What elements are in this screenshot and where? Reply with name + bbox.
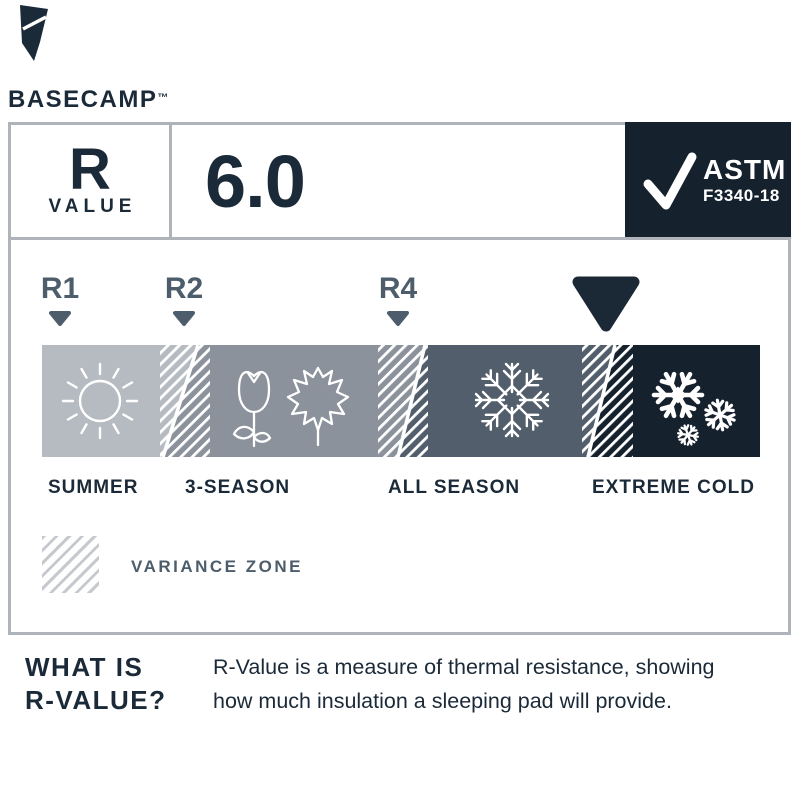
marker-label: R1 xyxy=(40,272,80,305)
marker-label: R4 xyxy=(378,272,418,305)
marker-arrow-icon xyxy=(387,311,409,326)
season-scale-strip xyxy=(42,345,760,457)
snowflake-outline-icon xyxy=(474,362,550,438)
tulip-icon xyxy=(232,371,272,448)
footer-description-line1: R-Value is a measure of thermal resistan… xyxy=(213,655,715,679)
marker-arrow-icon xyxy=(49,311,71,326)
brand-pennant-icon xyxy=(20,5,48,61)
maple-leaf-icon xyxy=(286,366,350,447)
sun-icon xyxy=(61,362,139,440)
value-word: VALUE xyxy=(48,195,137,217)
brand-name: BASECAMP™ xyxy=(8,86,168,114)
footer-heading-line2: R-VALUE? xyxy=(25,685,167,715)
marker-arrow-icon xyxy=(173,311,195,326)
scale-marker-r4: R4 xyxy=(358,274,438,327)
astm-text-block: ASTM F3340-18 xyxy=(703,153,787,205)
brand-name-text: BASECAMP xyxy=(8,86,158,113)
r-value-number: 6.0 xyxy=(205,139,306,223)
trademark-symbol: ™ xyxy=(157,92,169,104)
band-label-summer: SUMMER xyxy=(48,477,139,498)
variance-zone-3 xyxy=(582,345,633,457)
variance-zone-swatch-icon xyxy=(42,536,99,593)
scale-marker-r1: R1 xyxy=(20,274,100,327)
band-label-3season: 3-SEASON xyxy=(185,477,291,498)
current-rating-pointer-icon xyxy=(572,276,640,332)
footer-heading: WHAT IS R-VALUE? xyxy=(25,651,167,717)
variance-zone-label: VARIANCE ZONE xyxy=(131,557,303,576)
r-letter: R xyxy=(69,137,111,203)
band-label-allseason: ALL SEASON xyxy=(388,477,521,498)
marker-label: R2 xyxy=(164,272,204,305)
band-label-extremecold: EXTREME COLD xyxy=(592,477,755,498)
footer-description-line2: how much insulation a sleeping pad will … xyxy=(213,689,672,713)
variance-zone-2 xyxy=(378,345,428,457)
r-value-unit-cell: R VALUE xyxy=(11,125,169,237)
vertical-divider xyxy=(169,125,172,237)
astm-certification-badge: ASTM F3340-18 xyxy=(625,122,791,237)
astm-org-label: ASTM xyxy=(703,153,787,185)
band-summer xyxy=(42,345,163,457)
scale-marker-r2: R2 xyxy=(144,274,224,327)
band-allseason xyxy=(425,345,585,457)
snowflake-large-icon xyxy=(654,371,702,420)
footer-description: R-Value is a measure of thermal resistan… xyxy=(213,650,715,718)
footer-heading-line1: WHAT IS xyxy=(25,652,144,682)
r-value-cell: 6.0 xyxy=(205,125,306,237)
horizontal-divider xyxy=(11,237,788,240)
check-icon xyxy=(643,152,697,209)
variance-zone-1 xyxy=(160,345,210,457)
r-value-card: R VALUE 6.0 ASTM F3340-18 R1 R2 R4 xyxy=(8,122,791,635)
astm-standard-label: F3340-18 xyxy=(703,185,780,205)
